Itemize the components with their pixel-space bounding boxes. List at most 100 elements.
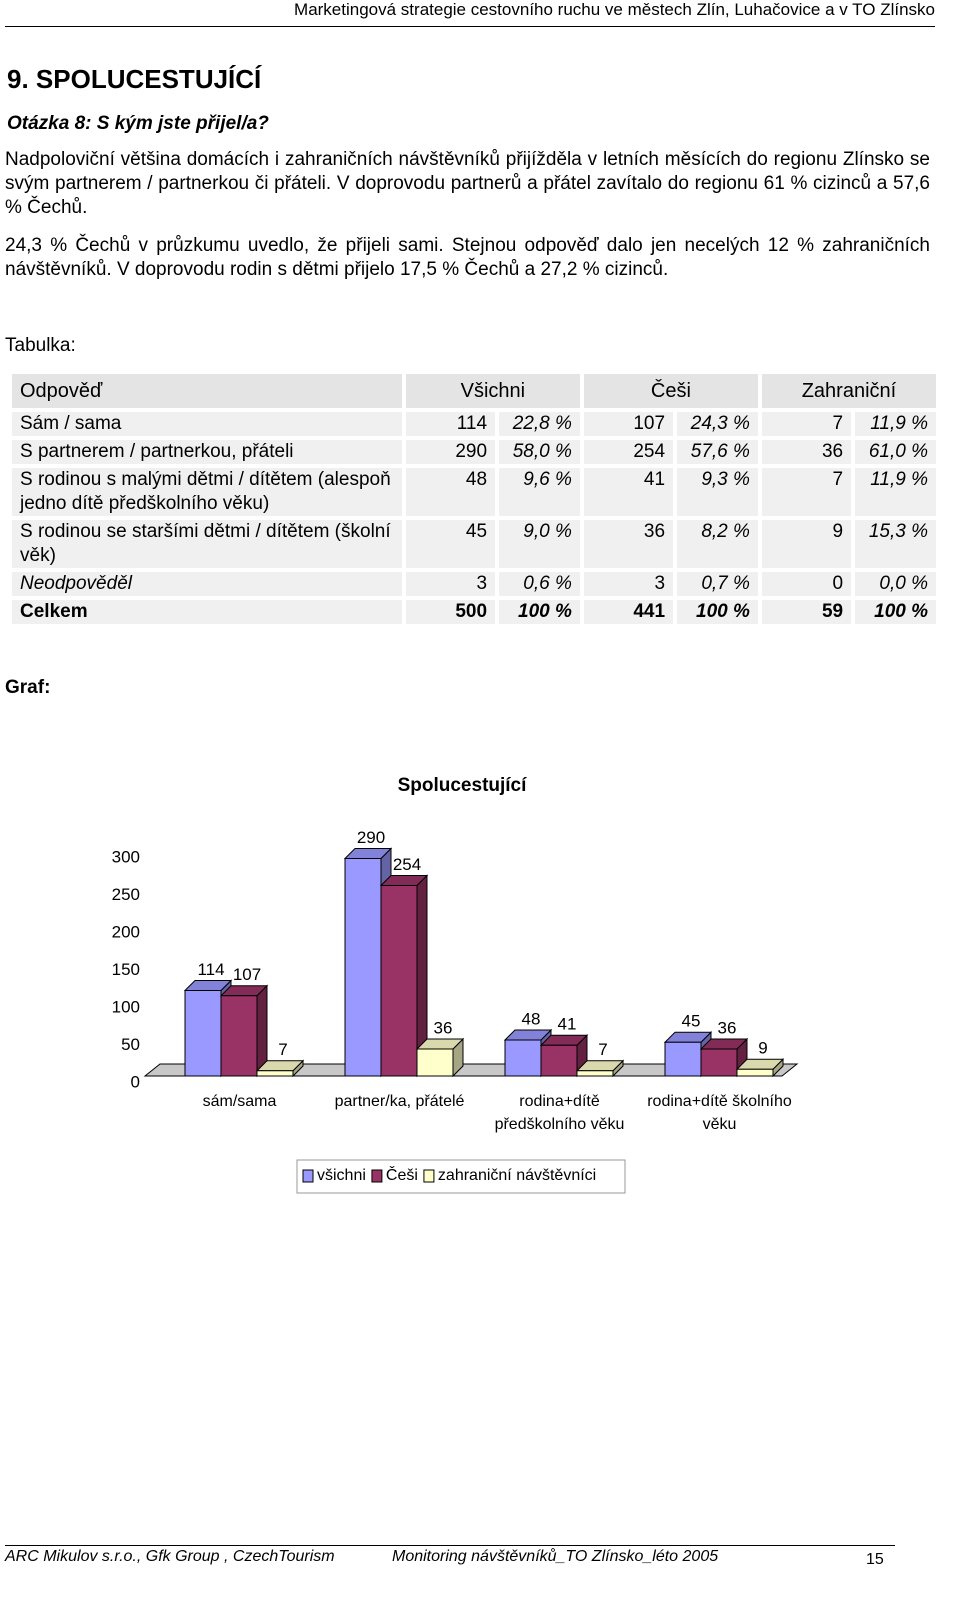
bar-front bbox=[504, 1039, 542, 1077]
y-tick-label: 150 bbox=[112, 960, 140, 979]
header-cell: Odpověď bbox=[12, 374, 402, 408]
header-cell: Češi bbox=[583, 374, 758, 408]
table-row: S rodinou s malými dětmi / dítětem (ales… bbox=[12, 468, 936, 516]
table-cell: 107 bbox=[583, 412, 674, 436]
value-label: 9 bbox=[758, 1039, 767, 1058]
page-number: 15 bbox=[866, 1551, 884, 1568]
bar bbox=[539, 1034, 589, 1078]
y-tick-label: 0 bbox=[131, 1072, 140, 1091]
table-row: S partnerem / partnerkou, přáteli 290 58,0… bbox=[12, 440, 936, 464]
header-cell: Zahraniční bbox=[761, 374, 936, 408]
running-header: Marketingová strategie cestovního ruchu … bbox=[294, 0, 935, 19]
legend-swatch bbox=[371, 1169, 383, 1183]
table-cell: 500 bbox=[405, 600, 496, 624]
table-cell: 9,6 % bbox=[499, 468, 580, 516]
x-tick-label: rodina+dítě školního věku bbox=[647, 1093, 792, 1133]
table-cell: 36 bbox=[583, 520, 674, 568]
table-cell: 7 bbox=[761, 468, 852, 516]
table-cell: 41 bbox=[583, 468, 674, 516]
legend-box bbox=[296, 1159, 626, 1194]
table-cell: 0,0 % bbox=[855, 572, 936, 596]
bar-front bbox=[184, 990, 222, 1077]
table-cell: 9,0 % bbox=[499, 520, 580, 568]
table-cell: 11,9 % bbox=[855, 412, 936, 436]
header-cell: Všichni bbox=[405, 374, 580, 408]
legend-label: zahraniční návštěvníci bbox=[438, 1167, 596, 1184]
table-row: S rodinou se staršími dětmi / dítětem (š… bbox=[12, 520, 936, 568]
table-label: Tabulka: bbox=[5, 335, 76, 356]
y-tick-label: 200 bbox=[112, 922, 140, 941]
table-cell: Celkem bbox=[12, 600, 402, 624]
value-label: 254 bbox=[393, 855, 421, 874]
table-cell: 0 bbox=[761, 572, 852, 596]
table-cell: 11,9 % bbox=[855, 468, 936, 516]
legend-label: všichni bbox=[317, 1167, 366, 1184]
value-label: 48 bbox=[522, 1009, 541, 1028]
table-cell: 48 bbox=[405, 468, 496, 516]
table-cell: 100 % bbox=[499, 600, 580, 624]
bar-front bbox=[344, 858, 382, 1077]
table-cell: 254 bbox=[583, 440, 674, 464]
table-row: Neodpověděl 3 0,6 % 3 0,7 % 0 0,0 % bbox=[12, 572, 936, 596]
table-row: Sám / sama 114 22,8 % 107 24,3 % 7 11,9 % bbox=[12, 412, 936, 436]
value-label: 41 bbox=[558, 1015, 577, 1034]
bar-front bbox=[736, 1068, 774, 1077]
legend-swatch bbox=[423, 1169, 435, 1183]
y-tick-label: 100 bbox=[112, 997, 140, 1016]
y-tick-label: 50 bbox=[121, 1035, 140, 1054]
table-cell: 15,3 % bbox=[855, 520, 936, 568]
section-heading: 9. SPOLUCESTUJÍCÍ bbox=[7, 64, 262, 94]
bar-front bbox=[700, 1048, 738, 1077]
table-cell: 57,6 % bbox=[677, 440, 758, 464]
table-cell: 441 bbox=[583, 600, 674, 624]
footer-rule bbox=[5, 1545, 895, 1546]
value-label: 45 bbox=[682, 1012, 701, 1031]
bar bbox=[575, 1059, 625, 1078]
footer-center: Monitoring návštěvníků_TO Zlínsko_léto 2… bbox=[392, 1548, 719, 1565]
table-cell: 0,7 % bbox=[677, 572, 758, 596]
legend-label: Češi bbox=[386, 1165, 418, 1184]
bar-front bbox=[416, 1048, 454, 1077]
table-cell: Neodpověděl bbox=[12, 572, 402, 596]
question: Otázka 8: S kým jste přijel/a? bbox=[7, 113, 269, 134]
table-cell: 58,0 % bbox=[499, 440, 580, 464]
table-cell: 24,3 % bbox=[677, 412, 758, 436]
table-cell: 100 % bbox=[855, 600, 936, 624]
legend-swatch bbox=[302, 1169, 314, 1183]
chart-label: Graf: bbox=[5, 677, 51, 698]
table-cell: 8,2 % bbox=[677, 520, 758, 568]
table-cell: 3 bbox=[583, 572, 674, 596]
value-label: 36 bbox=[718, 1018, 737, 1037]
table-cell: 45 bbox=[405, 520, 496, 568]
value-label: 290 bbox=[357, 828, 385, 847]
chart-title: Spolucestující bbox=[398, 775, 528, 796]
bar-front bbox=[576, 1070, 614, 1077]
table-cell: S partnerem / partnerkou, přáteli bbox=[12, 440, 402, 464]
bar bbox=[255, 1059, 305, 1078]
bar-front bbox=[380, 885, 418, 1077]
table-cell: S rodinou s malými dětmi / dítětem (ales… bbox=[12, 468, 402, 516]
value-label: 114 bbox=[197, 960, 224, 979]
table-cell: S rodinou se staršími dětmi / dítětem (š… bbox=[12, 520, 402, 568]
value-label: 7 bbox=[598, 1040, 607, 1059]
x-tick-label: rodina+dítě předškolního věku bbox=[494, 1093, 625, 1133]
bar bbox=[735, 1058, 785, 1078]
y-tick-label: 300 bbox=[112, 847, 140, 866]
bar-front bbox=[220, 995, 258, 1077]
table-cell: 100 % bbox=[677, 600, 758, 624]
table-cell: 36 bbox=[761, 440, 852, 464]
table-row: Celkem 500 100 % 441 100 % 59 100 % bbox=[12, 600, 936, 624]
table-cell: 22,8 % bbox=[499, 412, 580, 436]
table-cell: 61,0 % bbox=[855, 440, 936, 464]
x-tick-label: partner/ka, přátelé bbox=[334, 1093, 465, 1110]
bar-front bbox=[664, 1041, 702, 1077]
header-rule bbox=[5, 26, 935, 27]
paragraph: Nadpoloviční většina domácích i zahranič… bbox=[5, 149, 930, 218]
footer-left: ARC Mikulov s.r.o., Gfk Group , CzechTou… bbox=[5, 1548, 335, 1565]
bar bbox=[219, 984, 269, 1078]
table-cell: 0,6 % bbox=[499, 572, 580, 596]
table-cell: 3 bbox=[405, 572, 496, 596]
bar bbox=[415, 1037, 465, 1078]
